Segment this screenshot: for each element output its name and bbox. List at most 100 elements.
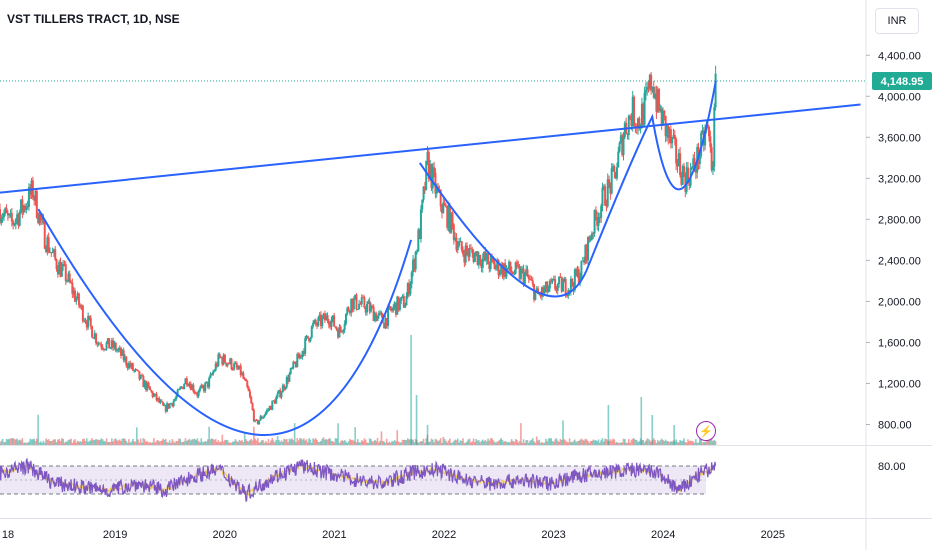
candle-body [291, 367, 294, 369]
candle-body [4, 208, 7, 214]
candle-body [452, 224, 455, 241]
volume-bar [595, 440, 597, 445]
volume-bar [659, 440, 662, 445]
time-tick-label: 2020 [212, 529, 236, 541]
volume-bar [170, 442, 172, 445]
volume-bar [284, 439, 287, 445]
candle-body [523, 273, 526, 284]
volume-bar [547, 438, 550, 445]
candle-body [305, 335, 308, 339]
candle-body [281, 385, 284, 393]
volume-bar [195, 440, 197, 445]
candle-body [344, 313, 347, 324]
volume-bar [358, 442, 360, 445]
candle-body [276, 393, 279, 398]
candle-body [100, 344, 103, 348]
volume-bar [471, 441, 474, 445]
candle-body [333, 315, 336, 327]
candle-body [205, 381, 208, 383]
candle-body [346, 307, 349, 314]
candle-body [554, 278, 557, 289]
candle-body [440, 206, 443, 214]
time-axis[interactable]: 18 2019 2020 2021 2022 2023 2024 2025 [2, 529, 785, 541]
candle-body [375, 313, 378, 321]
candle-body [708, 126, 711, 137]
price-tick-label: 1,200.00 [878, 378, 921, 390]
volume-bar [445, 440, 447, 445]
volume-bar [677, 442, 680, 445]
candle-body [636, 118, 639, 129]
volume-bar [564, 440, 567, 445]
volume-bar [613, 439, 616, 445]
volume-bar [401, 439, 404, 445]
candle-body [235, 363, 238, 368]
candle-body [471, 248, 474, 253]
volume-bar [280, 440, 283, 445]
candle-body [120, 348, 123, 356]
volume-bar [189, 440, 192, 445]
volume-bars [0, 335, 717, 445]
volume-bar [422, 438, 425, 445]
candle-body [0, 209, 1, 223]
candle-body [251, 403, 254, 411]
volume-bar [577, 441, 580, 445]
candle-body [587, 236, 590, 261]
volume-bar [691, 441, 693, 445]
candle-body [73, 290, 76, 302]
lightning-bolt-icon[interactable]: ⚡ [696, 421, 716, 441]
volume-bar [325, 439, 328, 445]
candle-body [310, 326, 313, 338]
volume-bar [320, 440, 322, 445]
volume-bar [414, 438, 417, 445]
volume-bar [274, 442, 276, 445]
volume-bar [157, 440, 159, 445]
volume-bar [125, 440, 128, 445]
volume-bar [276, 435, 279, 445]
candle-body [17, 214, 20, 226]
volume-bar [701, 442, 704, 445]
candle-body [121, 350, 124, 356]
candle-body [18, 211, 21, 226]
candle-body [268, 406, 271, 410]
volume-bar [39, 441, 42, 445]
volume-bar [591, 440, 593, 445]
volume-bar [713, 439, 716, 445]
candle-body [95, 333, 98, 344]
time-tick-label: 2023 [541, 529, 565, 541]
volume-bar [300, 438, 303, 445]
candle-body [23, 205, 26, 210]
volume-bar [51, 440, 54, 445]
candle-body [458, 241, 461, 246]
volume-bar [295, 442, 297, 445]
candle-body [389, 306, 392, 310]
candle-body [29, 187, 32, 195]
currency-button[interactable]: INR [875, 8, 919, 34]
volume-bar [32, 439, 34, 445]
candle-body [341, 330, 344, 332]
volume-bar [87, 442, 89, 445]
candle-body [273, 400, 276, 404]
volume-bar [217, 440, 220, 445]
candle-body [39, 213, 42, 221]
volume-bar [210, 438, 213, 445]
volume-bar [443, 438, 446, 445]
volume-bar [226, 440, 229, 445]
candle-body [569, 278, 572, 292]
volume-bar [617, 442, 620, 445]
volume-bar [154, 442, 157, 445]
candle-body [89, 317, 92, 327]
candle-body [398, 300, 401, 310]
volume-bar [433, 442, 435, 445]
volume-bar [353, 440, 355, 445]
price-axis[interactable]: 4,400.00 4,000.00 3,600.00 3,200.00 2,800.00… [866, 50, 921, 431]
candle-body [683, 166, 686, 176]
volume-bar [550, 438, 552, 445]
volume-bar [242, 442, 245, 445]
volume-bar [141, 442, 143, 445]
candle-body [75, 298, 78, 302]
candle-body [677, 153, 680, 167]
candle-body [615, 167, 618, 179]
volume-bar [305, 439, 308, 445]
candle-body [159, 400, 162, 403]
